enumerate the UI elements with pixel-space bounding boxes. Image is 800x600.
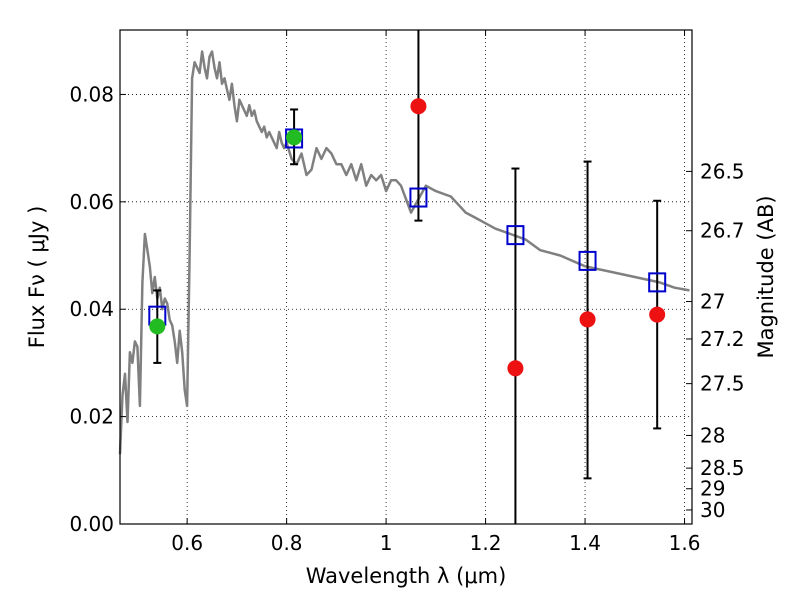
y-tick-label: 0.02	[69, 405, 114, 429]
model-photometry-square	[578, 250, 597, 271]
x-tick-label: 1.2	[470, 531, 502, 555]
marks-layer	[148, 30, 667, 524]
x-axis-title: Wavelength λ (μm)	[306, 564, 507, 588]
ticks-layer: 0.6 0.8 1 1.2 1.4 1.6 0.00 0.02 0.04 0.06 0.08 26.5…	[69, 30, 745, 555]
model-layer	[118, 50, 690, 455]
mag-tick-label: 28	[700, 423, 725, 447]
x-tick-label: 0.6	[171, 531, 203, 555]
labels-layer: Wavelength λ (μm) Flux Fν ( μJy ) Magnit…	[25, 195, 778, 588]
x-tick-label: 1.6	[669, 531, 701, 555]
mag-tick-label: 30	[700, 498, 725, 522]
y-tick-label: 0.00	[69, 512, 114, 536]
mag-tick-label: 27	[700, 290, 725, 314]
y-tick-label: 0.04	[69, 297, 114, 321]
model-photometry-square	[409, 187, 428, 208]
model-photometry-square	[506, 225, 525, 246]
mag-tick-label: 27.2	[700, 327, 745, 351]
sed-model-line	[118, 50, 690, 455]
y2-axis-title: Magnitude (AB)	[754, 195, 778, 358]
observation-point	[649, 306, 666, 323]
plot-frame	[119, 29, 693, 525]
mag-tick-label: 28.5	[700, 456, 745, 480]
mag-tick-label: 26.7	[700, 219, 745, 243]
x-tick-label: 1	[380, 531, 393, 555]
detection-point	[286, 129, 303, 146]
mag-tick-label: 26.5	[700, 159, 745, 183]
y-axis-title: Flux Fν ( μJy )	[25, 206, 49, 349]
x-tick-label: 1.4	[569, 531, 601, 555]
x-tick-label: 0.8	[271, 531, 303, 555]
mag-tick-label: 29	[700, 477, 725, 501]
observation-point	[579, 311, 596, 328]
y-tick-label: 0.08	[69, 82, 114, 106]
mag-tick-label: 27.5	[700, 372, 745, 396]
observation-point	[410, 98, 427, 115]
y-tick-label: 0.06	[69, 190, 114, 214]
grid	[120, 30, 692, 524]
observation-point	[507, 360, 524, 377]
model-photometry-square	[648, 272, 667, 293]
detection-point	[149, 318, 166, 335]
